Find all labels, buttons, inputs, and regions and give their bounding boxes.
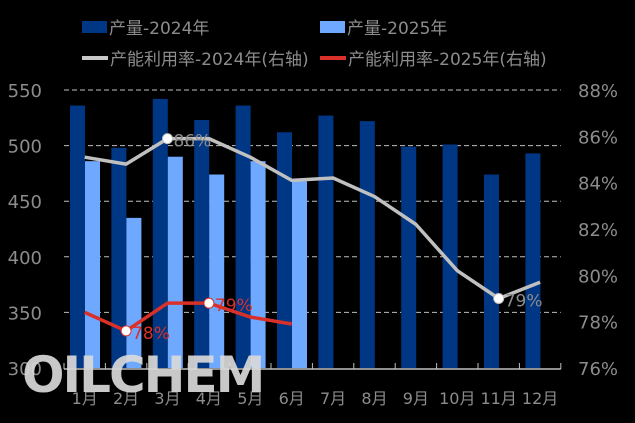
y-tick-label-left: 400 [8, 248, 42, 269]
y-tick-label-left: 350 [8, 303, 42, 324]
bar [292, 181, 307, 368]
y-tick-label-left: 300 [8, 359, 42, 380]
bar [401, 146, 417, 368]
x-tick-label: 6月 [279, 389, 305, 408]
legend-label: 产量-2024年 [109, 19, 210, 39]
bar [235, 105, 251, 369]
data-point-marker [162, 133, 173, 145]
x-tick-label: 1月 [72, 389, 98, 408]
bar [318, 115, 334, 369]
x-tick-label: 5月 [237, 389, 263, 408]
legend-swatch [82, 55, 108, 60]
y-tick-label-right: 80% [578, 266, 618, 287]
legend: 产量-2024年 产量-2025年 产能利用率-2024年(右轴) 产能利用率-… [0, 0, 635, 75]
bar [359, 121, 375, 368]
bar [250, 161, 266, 368]
x-tick-label: 9月 [403, 389, 429, 408]
x-tick-label: 11月 [481, 389, 517, 408]
data-point-marker [120, 325, 132, 337]
y-tick-label-right: 76% [578, 359, 618, 380]
legend-item-util-2025: 产能利用率-2025年(右轴) [320, 45, 547, 70]
bar [152, 98, 168, 369]
data-label: 79% [505, 292, 543, 312]
x-tick-label: 8月 [361, 389, 387, 408]
bar [209, 174, 225, 368]
legend-item-output-2024: 产量-2024年 [82, 14, 209, 39]
legend-swatch [320, 20, 345, 33]
legend-label: 产能利用率-2025年(右轴) [348, 50, 547, 70]
legend-item-util-2024: 产能利用率-2024年(右轴) [82, 45, 309, 70]
data-label: 79% [215, 296, 253, 316]
legend-label: 产能利用率-2024年(右轴) [110, 50, 309, 70]
x-tick-label: 2月 [113, 389, 139, 408]
x-tick-label: 12月 [522, 389, 558, 408]
line-series [84, 136, 541, 301]
bar [194, 120, 210, 368]
data-label: 78% [132, 324, 170, 344]
data-label: 86% [174, 132, 212, 152]
legend-swatch [82, 20, 107, 33]
legend-swatch [320, 55, 346, 60]
y-tick-label-left: 500 [8, 137, 42, 158]
legend-item-output-2025: 产量-2025年 [320, 14, 447, 39]
bar [167, 156, 183, 368]
x-tick-label: 4月 [196, 389, 222, 408]
y-tick-label-right: 84% [578, 174, 618, 195]
y-tick-label-right: 86% [578, 127, 618, 148]
y-tick-label-left: 550 [8, 81, 42, 102]
y-tick-label-left: 450 [8, 192, 42, 213]
watermark: OILCHEM [22, 346, 263, 404]
data-point-marker [493, 293, 505, 304]
y-tick-label-right: 88% [578, 81, 618, 102]
x-tick-label: 7月 [320, 389, 346, 408]
bar [70, 105, 85, 369]
bar [442, 144, 458, 368]
bar [277, 132, 292, 368]
y-tick-label-right: 82% [578, 220, 618, 241]
legend-label: 产量-2025年 [347, 19, 448, 39]
line-series [83, 301, 292, 333]
x-tick-label: 10月 [439, 389, 475, 408]
bar [85, 161, 100, 368]
data-point-marker [203, 297, 215, 309]
bar [111, 147, 127, 368]
y-tick-label-right: 78% [578, 313, 618, 334]
bar [525, 153, 541, 368]
bar [484, 174, 499, 368]
x-tick-label: 3月 [154, 389, 180, 408]
